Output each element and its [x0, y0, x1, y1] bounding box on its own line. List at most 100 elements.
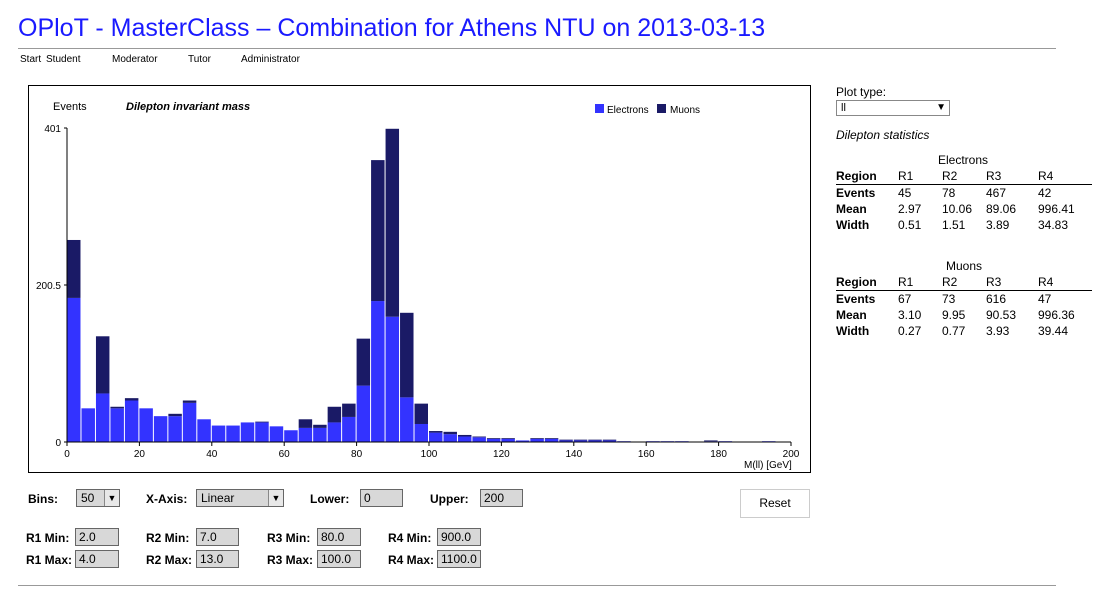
y-tick-label-2: 401	[44, 124, 61, 135]
bar-muons-33	[544, 438, 559, 439]
bar-muons-18	[327, 406, 342, 423]
y-tick-label-1: 200.5	[36, 281, 61, 292]
bar-electrons-18	[327, 422, 342, 442]
bar-muons-2	[95, 336, 110, 394]
r2-min-label: R2 Min:	[146, 531, 190, 545]
nav-student[interactable]: Student	[46, 54, 81, 65]
bar-electrons-22	[385, 316, 400, 442]
table-cell: Width	[836, 324, 870, 338]
bins-value: 50	[81, 491, 95, 505]
bar-muons-35	[573, 439, 588, 441]
r4-min-label: R4 Min:	[388, 531, 432, 545]
reset-button[interactable]: Reset	[740, 489, 810, 518]
bar-electrons-37	[602, 440, 617, 442]
r1-min-input[interactable]: 2.0	[75, 528, 119, 546]
bar-muons-27	[457, 434, 472, 437]
bar-muons-24	[414, 403, 428, 424]
table-cell: 3.93	[986, 324, 1010, 338]
table-cell: 42	[1038, 186, 1052, 200]
bar-muons-0	[67, 239, 81, 298]
x-tick-label-7: 140	[565, 449, 582, 460]
plot-type-label: Plot type:	[836, 85, 887, 99]
table-cell: 0.51	[898, 218, 922, 232]
bar-electrons-31	[515, 440, 530, 442]
bar-electrons-15	[284, 430, 298, 442]
table-header: Region	[836, 274, 898, 291]
bar-muons-26	[443, 431, 457, 435]
r1-max-input[interactable]: 4.0	[75, 550, 119, 568]
nav-start[interactable]: Start	[20, 54, 42, 65]
r3-max-label: R3 Max:	[267, 553, 314, 567]
bar-electrons-9	[197, 419, 211, 442]
bar-electrons-14	[269, 426, 284, 442]
table-cell: 467	[986, 186, 1007, 200]
table-cell: 73	[942, 292, 956, 306]
r3-min-label: R3 Min:	[267, 531, 311, 545]
bar-muons-29	[486, 438, 501, 439]
electrons-table-title: Electrons	[938, 153, 989, 167]
bar-electrons-23	[400, 397, 414, 442]
r4-min-input[interactable]: 900.0	[437, 528, 481, 546]
bar-muons-20	[356, 338, 371, 386]
x-tick-label-3: 60	[279, 449, 291, 460]
table-cell: 3.10	[898, 308, 922, 322]
upper-label: Upper:	[430, 492, 469, 506]
chevron-down-icon: ▼	[268, 490, 283, 506]
r3-min-input[interactable]: 80.0	[317, 528, 361, 546]
plot-type-value: ll	[841, 102, 846, 114]
bar-electrons-4	[124, 400, 139, 442]
table-cell: 0.27	[898, 324, 922, 338]
r2-max-label: R2 Max:	[146, 553, 193, 567]
muons-stats-table: Region R1 R2 R3 R4 Events 67 73 616 47 M…	[836, 274, 1092, 339]
x-tick-label-4: 80	[351, 449, 363, 460]
bar-muons-37	[602, 439, 617, 441]
table-cell: Mean	[836, 202, 867, 216]
x-tick-label-9: 180	[710, 449, 727, 460]
legend-swatch-electrons	[595, 104, 604, 113]
nav-administrator[interactable]: Administrator	[241, 54, 300, 65]
bar-electrons-8	[182, 402, 197, 442]
table-cell: Events	[836, 186, 876, 200]
chevron-down-icon: ▼	[104, 490, 119, 506]
bar-electrons-13	[255, 422, 269, 442]
bar-electrons-25	[429, 432, 443, 442]
table-cell: 45	[898, 186, 912, 200]
upper-input[interactable]: 200	[480, 489, 523, 507]
table-header: R3	[986, 274, 1038, 291]
bar-electrons-0	[67, 297, 81, 442]
table-cell: 39.44	[1038, 324, 1069, 338]
r4-max-input[interactable]: 1100.0	[437, 550, 481, 568]
bar-muons-7	[168, 413, 182, 417]
chart-title: Dilepton invariant mass	[126, 101, 250, 113]
xaxis-select[interactable]: Linear ▼	[196, 489, 284, 507]
bar-electrons-36	[588, 440, 602, 442]
bar-electrons-35	[573, 440, 588, 442]
table-cell: 0.77	[942, 324, 966, 338]
legend-label-muons: Muons	[670, 105, 700, 116]
y-tick-label-0: 0	[55, 438, 61, 449]
bar-electrons-16	[298, 427, 313, 442]
bins-select[interactable]: 50 ▼	[76, 489, 120, 507]
r2-max-input[interactable]: 13.0	[196, 550, 239, 568]
page-title: OPloT - MasterClass – Combination for At…	[18, 14, 766, 42]
legend: Electrons Muons	[595, 104, 700, 116]
table-cell: 1.51	[942, 218, 966, 232]
legend-label-electrons: Electrons	[607, 105, 649, 116]
x-tick-label-10: 200	[783, 449, 800, 460]
nav-moderator[interactable]: Moderator	[112, 54, 158, 65]
x-tick-label-5: 100	[421, 449, 438, 460]
r2-min-input[interactable]: 7.0	[196, 528, 239, 546]
nav-tutor[interactable]: Tutor	[188, 54, 211, 65]
table-cell: 616	[986, 292, 1007, 306]
x-tick-label-0: 0	[64, 449, 70, 460]
bar-muons-28	[472, 436, 486, 438]
r3-max-input[interactable]: 100.0	[317, 550, 361, 568]
x-tick-label-1: 20	[134, 449, 146, 460]
lower-input[interactable]: 0	[360, 489, 403, 507]
bar-electrons-17	[313, 427, 327, 442]
x-tick-label-2: 40	[206, 449, 218, 460]
table-cell: 3.89	[986, 218, 1010, 232]
plot-type-select[interactable]: ll ▼	[836, 100, 950, 116]
bar-electrons-32	[530, 438, 544, 442]
table-header: R1	[898, 274, 942, 291]
